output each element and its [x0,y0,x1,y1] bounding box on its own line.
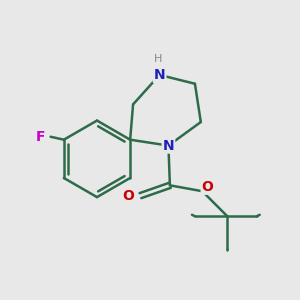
Text: H: H [154,54,162,64]
Text: O: O [123,189,135,202]
Text: O: O [202,180,214,194]
Text: N: N [163,139,174,153]
Text: N: N [154,68,165,82]
Text: F: F [36,130,45,144]
